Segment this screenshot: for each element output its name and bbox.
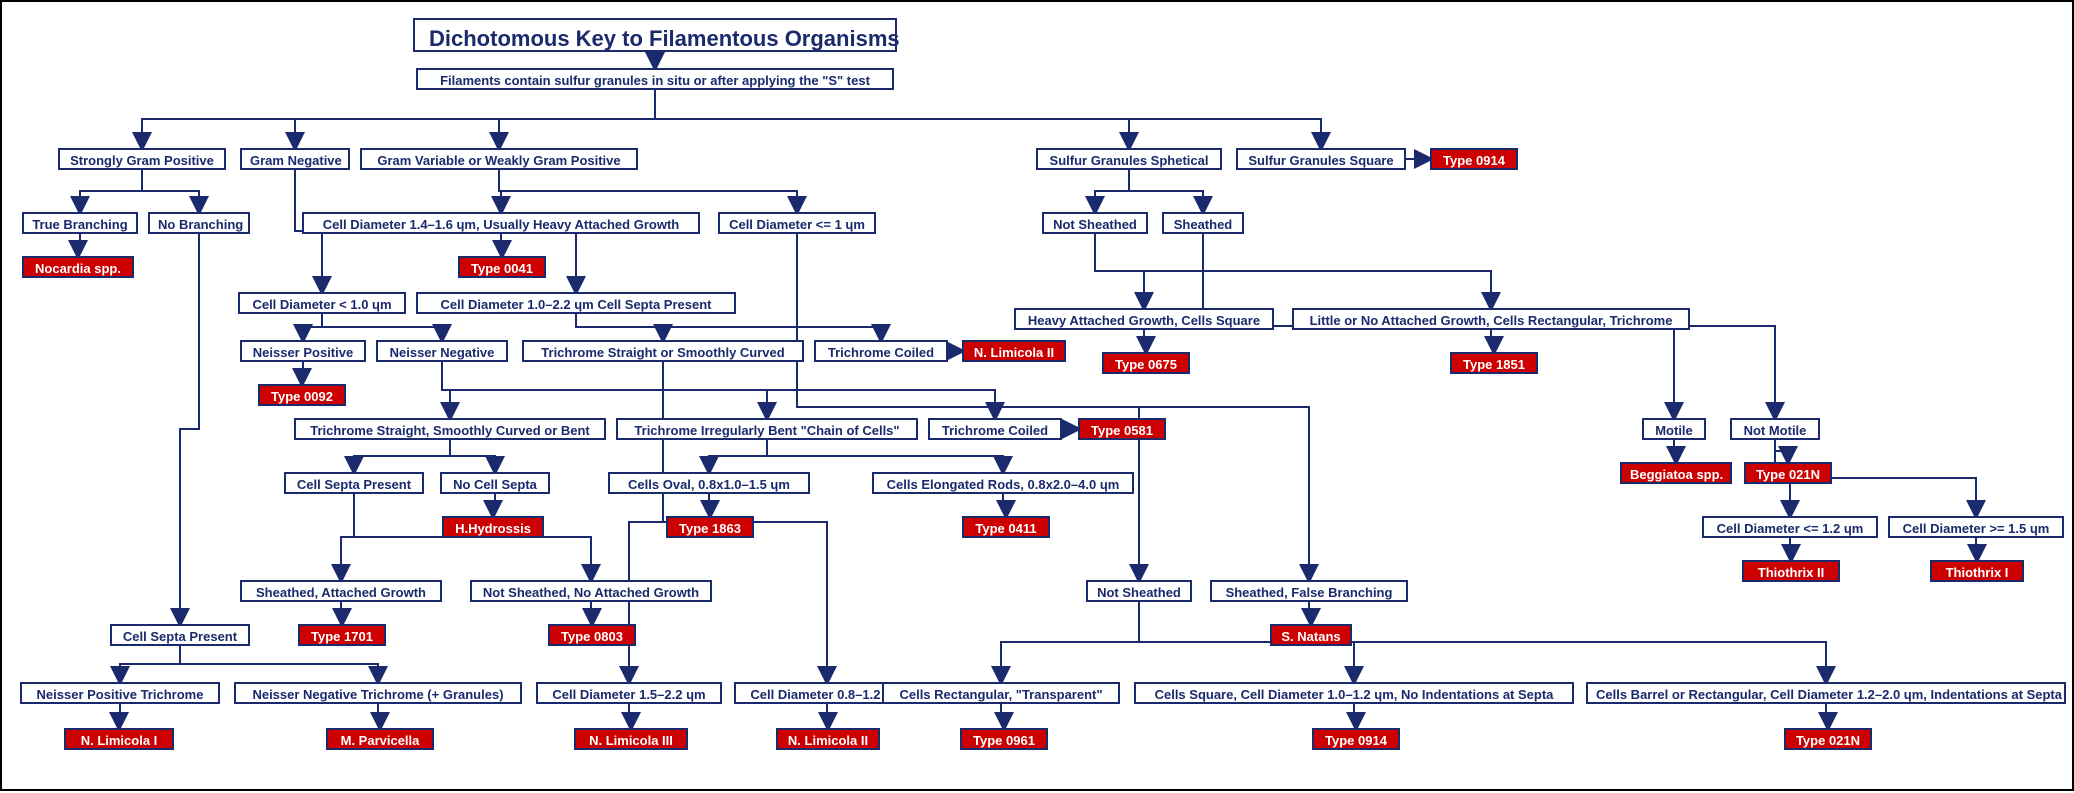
decision-neissneg: Neisser Negative (376, 340, 508, 362)
decision-neisspos: Neisser Positive (240, 340, 366, 362)
result-t0914a: Type 0914 (1430, 148, 1518, 170)
decision-tric_coil2: Trichrome Coiled (928, 418, 1062, 440)
decision-neissnegtric: Neisser Negative Trichrome (+ Granules) (234, 682, 522, 704)
decision-sgsph: Sulfur Granules Sphetical (1036, 148, 1222, 170)
decision-cd15_22: Cell Diameter 1.5–2.2 ɥm (536, 682, 722, 704)
result-t0803: Type 0803 (548, 624, 636, 646)
decision-gvw: Gram Variable or Weakly Gram Positive (360, 148, 638, 170)
decision-sheathatt: Sheathed, Attached Growth (240, 580, 442, 602)
decision-sheath_false: Sheathed, False Branching (1210, 580, 1408, 602)
decision-heavyatt: Heavy Attached Growth, Cells Square (1014, 308, 1274, 330)
result-nlim3: N. Limicola III (574, 728, 688, 750)
decision-notmotile: Not Motile (1730, 418, 1820, 440)
decision-cdge15: Cell Diameter >= 1.5 ɥm (1888, 516, 2064, 538)
result-t0092: Type 0092 (258, 384, 346, 406)
result-nlim2b: N. Limicola II (776, 728, 880, 750)
decision-cdlt1: Cell Diameter < 1.0 ɥm (238, 292, 406, 314)
decision-tric_str2: Trichrome Straight, Smoothly Curved or B… (294, 418, 606, 440)
decision-cellssq: Cells Square, Cell Diameter 1.0–1.2 ɥm, … (1134, 682, 1574, 704)
result-beggia: Beggiatoa spp. (1620, 462, 1732, 484)
result-t0581: Type 0581 (1078, 418, 1166, 440)
decision-notsheath1: Not Sheathed (1042, 212, 1148, 234)
decision-notsheath2: Not Sheathed (1086, 580, 1192, 602)
decision-septa_pres: Cell Septa Present (284, 472, 424, 494)
result-t0041: Type 0041 (458, 256, 546, 278)
result-thio2: Thiothrix II (1742, 560, 1840, 582)
decision-cellsrect: Cells Rectangular, "Transparent" (882, 682, 1120, 704)
decision-nobr: No Branching (148, 212, 250, 234)
decision-sheathed: Sheathed (1162, 212, 1244, 234)
decision-cd10_22: Cell Diameter 1.0–2.2 ɥm Cell Septa Pres… (416, 292, 736, 314)
decision-root: Filaments contain sulfur granules in sit… (416, 68, 894, 90)
decision-truebr: True Branching (22, 212, 138, 234)
result-t021na: Type 021N (1744, 462, 1832, 484)
decision-motile: Motile (1642, 418, 1706, 440)
result-t1851: Type 1851 (1450, 352, 1538, 374)
decision-cellselong: Cells Elongated Rods, 0.8x2.0–4.0 ɥm (872, 472, 1134, 494)
result-nlim1: N. Limicola I (64, 728, 174, 750)
result-t021nb: Type 021N (1784, 728, 1872, 750)
result-t0411: Type 0411 (962, 516, 1050, 538)
decision-sgsq: Sulfur Granules Square (1236, 148, 1406, 170)
decision-cellsbarrel: Cells Barrel or Rectangular, Cell Diamet… (1586, 682, 2066, 704)
decision-littleatt: Little or No Attached Growth, Cells Rect… (1292, 308, 1690, 330)
result-thio1: Thiothrix I (1930, 560, 2024, 582)
decision-tric_str: Trichrome Straight or Smoothly Curved (522, 340, 804, 362)
decision-tric_irr: Trichrome Irregularly Bent "Chain of Cel… (616, 418, 918, 440)
result-mparv: M. Parvicella (326, 728, 434, 750)
flowchart-canvas: Dichotomous Key to Filamentous Organisms… (0, 0, 2074, 791)
result-snatans: S. Natans (1270, 624, 1352, 646)
result-nlim2a: N. Limicola II (962, 340, 1066, 362)
result-t0961: Type 0961 (960, 728, 1048, 750)
decision-tric_coil1: Trichrome Coiled (814, 340, 948, 362)
result-t1701: Type 1701 (298, 624, 386, 646)
decision-cd14: Cell Diameter 1.4–1.6 ɥm, Usually Heavy … (302, 212, 700, 234)
decision-notsheath_noatt: Not Sheathed, No Attached Growth (470, 580, 712, 602)
result-t0675: Type 0675 (1102, 352, 1190, 374)
result-hhydro: H.Hydrossis (442, 516, 544, 538)
result-t1863: Type 1863 (666, 516, 754, 538)
title-title: Dichotomous Key to Filamentous Organisms (413, 18, 897, 52)
decision-nocellsept: No Cell Septa (440, 472, 550, 494)
decision-cellsoval: Cells Oval, 0.8x1.0–1.5 ɥm (608, 472, 810, 494)
result-t0914b: Type 0914 (1312, 728, 1400, 750)
result-nocardia: Nocardia spp. (22, 256, 134, 278)
decision-csp2: Cell Septa Present (110, 624, 250, 646)
decision-cdle1: Cell Diameter <= 1 ɥm (718, 212, 876, 234)
decision-sgp: Strongly Gram Positive (58, 148, 226, 170)
decision-cdle12: Cell Diameter <= 1.2 ɥm (1702, 516, 1878, 538)
decision-neisspostric: Neisser Positive Trichrome (20, 682, 220, 704)
decision-gn: Gram Negative (240, 148, 350, 170)
